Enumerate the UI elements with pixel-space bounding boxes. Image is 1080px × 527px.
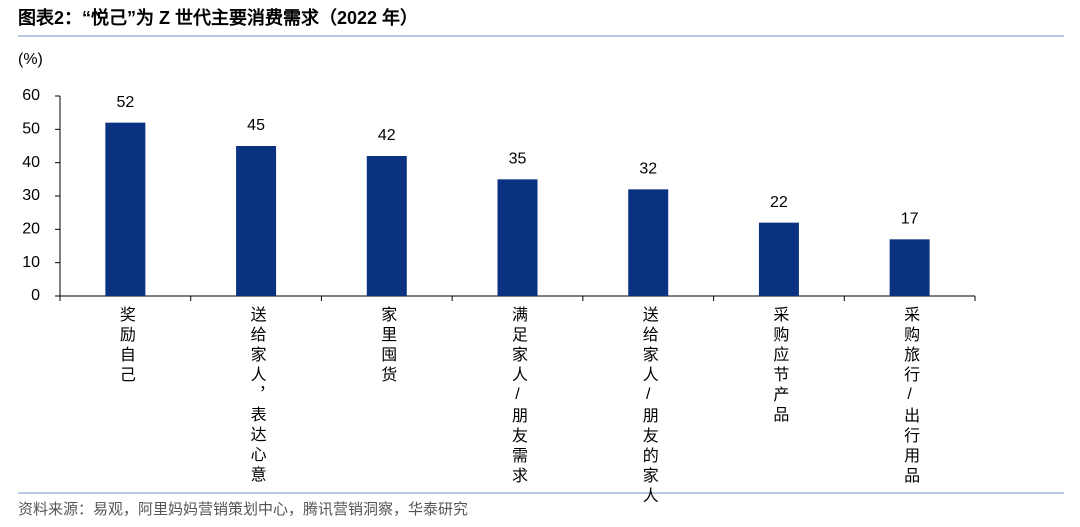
bar (236, 146, 277, 296)
data-label: 22 (770, 194, 788, 211)
data-label: 52 (116, 94, 134, 111)
data-label: 42 (378, 127, 396, 144)
y-tick-label: 60 (22, 87, 40, 104)
y-tick-label: 20 (22, 221, 40, 238)
data-label: 45 (247, 117, 265, 134)
y-tick-label: 50 (22, 121, 40, 138)
chart-title: 图表2：“悦己”为 Z 世代主要消费需求（2022 年） (18, 7, 418, 28)
data-label: 17 (901, 211, 919, 228)
x-tick-label: 奖励自己 (117, 306, 136, 386)
bar (889, 239, 930, 296)
x-tick-label: 满足家人/朋友需求 (509, 306, 528, 487)
data-label: 35 (509, 151, 527, 168)
x-tick-label: 家里囤货 (378, 306, 397, 386)
source-note: 资料来源：易观，阿里妈妈营销策划中心，腾讯营销洞察，华泰研究 (18, 500, 468, 518)
bar (628, 189, 669, 296)
x-tick-label: 采购应节产品 (770, 306, 789, 426)
bar (366, 156, 407, 296)
y-tick-label: 40 (22, 154, 40, 171)
bar (105, 122, 146, 297)
x-tick-label: 送给家人/朋友的家人 (640, 306, 659, 507)
bar (497, 179, 538, 296)
y-tick-label: 0 (31, 287, 40, 304)
x-tick-label: 采购旅行/出行用品 (901, 306, 920, 487)
y-tick-label: 10 (22, 254, 40, 271)
bar (758, 222, 799, 296)
y-axis-label: (%) (18, 51, 43, 68)
data-label: 32 (639, 161, 657, 178)
x-tick-label: 送给家人，表达心意 (248, 306, 267, 486)
y-tick-label: 30 (22, 187, 40, 204)
